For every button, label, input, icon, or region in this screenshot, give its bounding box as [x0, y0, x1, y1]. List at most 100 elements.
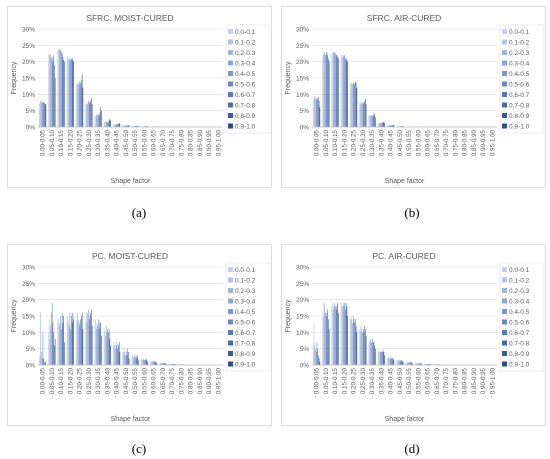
- bar: [381, 351, 382, 365]
- bar: [362, 104, 364, 127]
- bar: [332, 53, 334, 127]
- bar: [52, 61, 54, 127]
- bar: [58, 319, 59, 365]
- bar: [334, 51, 335, 127]
- bar: [382, 122, 384, 127]
- x-tick-label: 0.55-0.60: [141, 129, 148, 156]
- x-tick-label: 0.20-0.25: [77, 129, 84, 156]
- chart-panel-d: PC. AIR-CURED 0% 5% 10% 15% 20% 25% 30% Frequenc…: [281, 244, 546, 426]
- x-tick-label: 0.75-0.80: [178, 129, 185, 156]
- bar: [117, 348, 118, 365]
- legend-swatch: [502, 298, 507, 304]
- bar: [378, 123, 380, 127]
- bar: [325, 53, 327, 127]
- bar: [412, 363, 413, 365]
- bar: [318, 97, 319, 127]
- bar: [336, 55, 338, 128]
- bar: [371, 115, 372, 127]
- x-tick-label: 0.90-0.95: [480, 129, 487, 156]
- legend-swatch: [228, 92, 233, 97]
- legend-swatch: [502, 81, 507, 87]
- bar: [142, 360, 143, 365]
- bar: [62, 56, 64, 128]
- bar: [420, 363, 422, 365]
- bar: [318, 355, 319, 365]
- bar: [104, 329, 106, 365]
- bar: [163, 363, 165, 365]
- bar: [68, 58, 69, 127]
- x-tick-label: 0.10-0.15: [332, 129, 339, 156]
- x-tick-label: 0.90-0.95: [480, 367, 487, 394]
- caption-c: (c): [131, 441, 147, 456]
- bar: [400, 360, 402, 365]
- x-tick-label: 0.45-0.50: [123, 129, 130, 156]
- legend-label: 0.9-1.0: [235, 124, 256, 131]
- bar: [372, 115, 373, 127]
- legend-swatch: [502, 60, 507, 66]
- bar: [135, 356, 136, 365]
- bar: [77, 312, 78, 365]
- chart-panel-b: SFRC. AIR-CURED 0% 5% 10% 15% 20% 25% 30% Freque…: [281, 6, 546, 188]
- legend-label: 0.5-0.6: [235, 82, 256, 89]
- legend-box: [225, 24, 270, 134]
- bar: [356, 87, 358, 127]
- bar: [342, 306, 343, 365]
- legend-label: 0.3-0.4: [235, 299, 256, 306]
- bar: [316, 342, 318, 365]
- bar: [380, 350, 382, 365]
- bar: [73, 319, 74, 365]
- x-tick-label: 0.15-0.20: [67, 129, 74, 156]
- bar: [355, 319, 356, 365]
- bar: [428, 364, 429, 365]
- bar: [133, 126, 135, 127]
- bar: [88, 100, 89, 127]
- bar: [61, 51, 62, 127]
- bar: [345, 302, 347, 365]
- bar: [64, 342, 65, 365]
- bar: [409, 362, 410, 365]
- bar: [59, 322, 61, 365]
- x-tick-label: 0.60-0.65: [151, 129, 158, 156]
- bar: [328, 329, 330, 365]
- bar: [105, 122, 107, 127]
- y-tick-label: 25%: [296, 43, 309, 50]
- y-tick-label: 30%: [22, 265, 35, 272]
- legend-label: 0.7-0.8: [235, 103, 256, 110]
- legend-label: 0.8-0.9: [235, 113, 256, 120]
- caption-a: (a): [131, 205, 147, 220]
- bar: [132, 126, 133, 127]
- bar: [105, 122, 106, 127]
- legend-label: 0.6-0.7: [235, 330, 256, 337]
- bar: [78, 81, 80, 127]
- x-axis-label: Shape factor: [111, 416, 151, 423]
- bar: [317, 348, 318, 365]
- bar: [80, 82, 81, 127]
- legend-swatch: [502, 267, 507, 272]
- bar: [174, 364, 175, 365]
- legend-swatch: [502, 113, 507, 118]
- legend-swatch: [502, 102, 507, 108]
- bar: [101, 335, 102, 365]
- bar: [54, 64, 55, 127]
- bar: [41, 100, 42, 127]
- y-tick-label: 15%: [296, 76, 309, 83]
- legend-swatch: [228, 29, 233, 34]
- bar: [50, 55, 51, 128]
- bar: [314, 95, 315, 127]
- bar: [313, 97, 315, 127]
- x-tick-label: 0.65-0.70: [434, 367, 441, 394]
- bar: [368, 342, 370, 365]
- bar: [88, 309, 89, 365]
- x-tick-label: 0.05-0.10: [323, 367, 330, 394]
- bar: [128, 125, 129, 127]
- bar: [105, 335, 106, 365]
- chart-title: SFRC. MOIST-CURED: [86, 13, 173, 23]
- bar: [369, 115, 371, 127]
- bar: [66, 58, 68, 127]
- bar: [372, 115, 374, 127]
- bar: [399, 360, 400, 365]
- bar: [429, 364, 431, 365]
- y-tick-label: 15%: [296, 314, 309, 321]
- y-tick-label: 20%: [296, 59, 309, 66]
- bar: [82, 87, 84, 127]
